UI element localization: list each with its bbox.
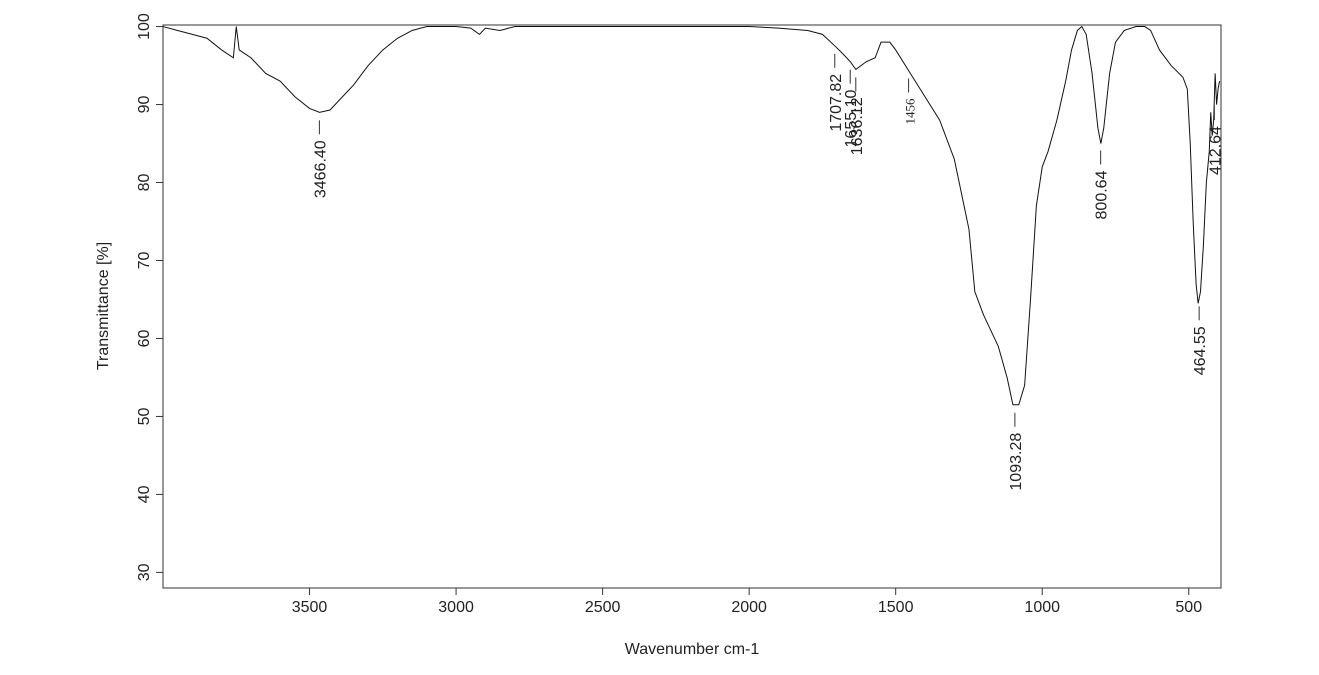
- y-tick-label: 100: [136, 13, 153, 40]
- x-axis-label: Wavenumber cm-1: [625, 641, 760, 658]
- y-tick-label: 30: [136, 563, 153, 581]
- x-tick-label: 3500: [292, 599, 328, 616]
- y-tick-label: 60: [136, 329, 153, 347]
- x-tick-label: 2000: [731, 599, 767, 616]
- y-axis-label: Transmittance [%]: [95, 242, 112, 370]
- spectrum-line: [162, 25, 1221, 406]
- y-tick-label: 70: [136, 251, 153, 269]
- peak-label: 1093.28: [1008, 433, 1025, 491]
- peak-label: 1636.12: [849, 97, 866, 155]
- y-tick-label: 90: [136, 96, 153, 114]
- plot-frame: [162, 24, 1222, 589]
- x-tick-label: 3000: [438, 599, 474, 616]
- peak-label: 1707.82: [828, 74, 845, 132]
- x-tick-label: 1500: [878, 599, 914, 616]
- x-tick-label: 2500: [585, 599, 621, 616]
- y-tick-label: 50: [136, 407, 153, 425]
- peak-label: 800.64: [1094, 170, 1111, 219]
- y-tick-label: 40: [136, 485, 153, 503]
- x-tick-label: 500: [1175, 599, 1202, 616]
- peak-label: 464.55: [1192, 326, 1209, 375]
- y-tick-label: 80: [136, 174, 153, 192]
- peak-label: 412.64: [1207, 126, 1224, 175]
- peak-label: 1456: [903, 98, 918, 125]
- x-tick-label: 1000: [1024, 599, 1060, 616]
- peak-label: 3466.40: [312, 140, 329, 198]
- peak-label: 1655.10: [843, 90, 860, 148]
